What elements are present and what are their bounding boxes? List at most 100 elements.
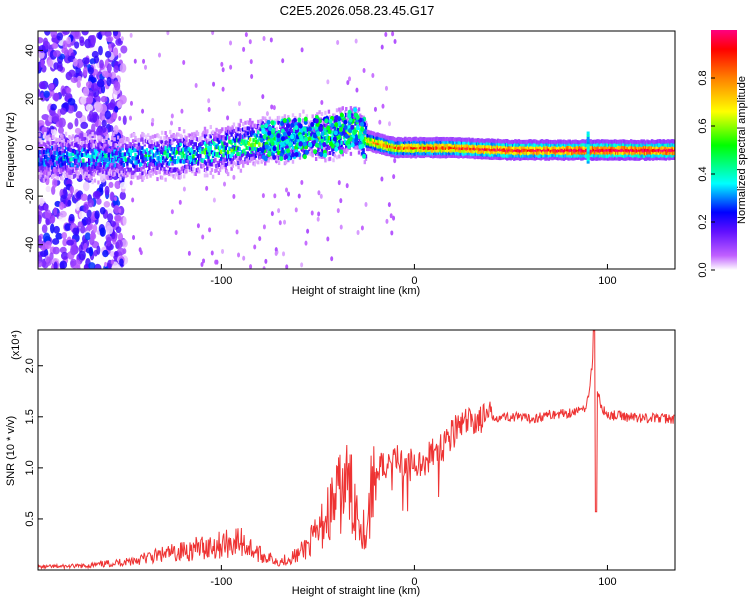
heatmap-cell [53,92,60,102]
heatmap-cell [204,168,208,173]
heatmap-cell [89,154,92,159]
heatmap-cell [157,52,161,58]
heatmap-cell [116,135,120,140]
heatmap-cell [38,260,43,268]
heatmap-cell [170,134,173,139]
heatmap-cell [184,155,187,160]
heatmap-cell [308,131,311,136]
heatmap-cell [87,161,91,166]
heatmap-cell [258,142,261,147]
heatmap-cell [314,142,319,148]
heatmap-cell [134,153,137,158]
heatmap-cell [381,103,385,109]
heatmap-cell [107,171,111,176]
heatmap-cell [280,136,285,142]
heatmap-cell [248,137,252,142]
heatmap-cell [252,152,255,157]
heatmap-cell [59,246,67,254]
heatmap-cell [65,165,69,170]
heatmap-cell [140,134,143,139]
heatmap-cell [138,247,142,253]
heatmap-cell [158,146,162,151]
heatmap-cell [302,126,307,132]
heatmap-cell [140,166,143,171]
heatmap-cell [75,201,80,211]
heatmap-cell [184,147,187,152]
heatmap-cell [39,250,48,257]
heatmap-cell [77,221,83,228]
heatmap-cell [74,127,82,135]
heatmap-cell [332,136,337,142]
heatmap-cell [76,165,79,170]
heatmap-cell [182,159,186,164]
heatmap-cell [38,137,40,142]
heatmap-cell [226,115,230,121]
heatmap-cell [55,156,58,161]
heatmap-cell [158,162,162,167]
heatmap-cell [251,156,254,161]
heatmap-cell [269,153,273,158]
heatmap-cell [98,45,103,56]
heatmap-cell [145,148,149,153]
heatmap-cell [106,176,109,181]
heatmap-cell [46,137,49,142]
heatmap-cell [221,165,224,170]
heatmap-cell [282,131,287,137]
heatmap-cell [316,112,319,117]
heatmap-cell [135,164,138,169]
heatmap-cell [328,156,332,161]
heatmap-cell [48,171,51,176]
heatmap-cell [229,157,232,162]
heatmap-cell [40,166,43,171]
heatmap-cell [306,137,310,142]
heatmap-cell [111,146,114,151]
heatmap-cell [142,159,145,164]
heatmap-cell [672,142,675,147]
heatmap-cell [254,159,258,164]
heatmap-cell [93,263,102,269]
heatmap-cell [63,161,67,166]
heatmap-cell [230,132,233,137]
heatmap-cell [153,153,157,158]
heatmap-cell [277,208,281,214]
heatmap-cell [159,158,163,163]
heatmap-cell [277,161,281,166]
heatmap-cell [249,59,253,65]
heatmap-cell [118,165,121,170]
heatmap-cell [136,146,140,151]
heatmap-cell [90,162,93,167]
heatmap-cell [39,173,42,178]
heatmap-cell [340,143,343,148]
heatmap-cell [237,127,240,132]
heatmap-cell [320,131,325,137]
heatmap-cell [39,198,44,207]
heatmap-cell [56,137,60,142]
heatmap-cell [92,143,95,148]
heatmap-cell [81,169,84,174]
heatmap-cell [78,156,82,161]
heatmap-cell [278,220,282,226]
heatmap-cell [93,101,102,111]
heatmap-cell [312,139,317,145]
heatmap-cell [185,169,188,174]
heatmap-cell [187,155,190,160]
heatmap-cell [263,156,268,162]
heatmap-cell [93,134,97,139]
heatmap-cell [169,129,172,134]
heatmap-cell [314,156,318,161]
heatmap-cell [355,125,360,131]
heatmap-cell [343,124,348,130]
heatmap-cell [194,157,197,162]
heatmap-cell [99,59,104,69]
heatmap-cell [75,58,84,69]
heatmap-cell [232,174,236,180]
heatmap-cell [44,209,52,219]
heatmap-cell [128,115,132,121]
heatmap-cell [96,245,101,255]
heatmap-cell [347,144,352,150]
heatmap-cell [286,131,291,137]
heatmap-cell [47,134,50,139]
heatmap-cell [79,225,86,234]
heatmap-cell [197,169,201,174]
heatmap-cell [55,150,58,155]
